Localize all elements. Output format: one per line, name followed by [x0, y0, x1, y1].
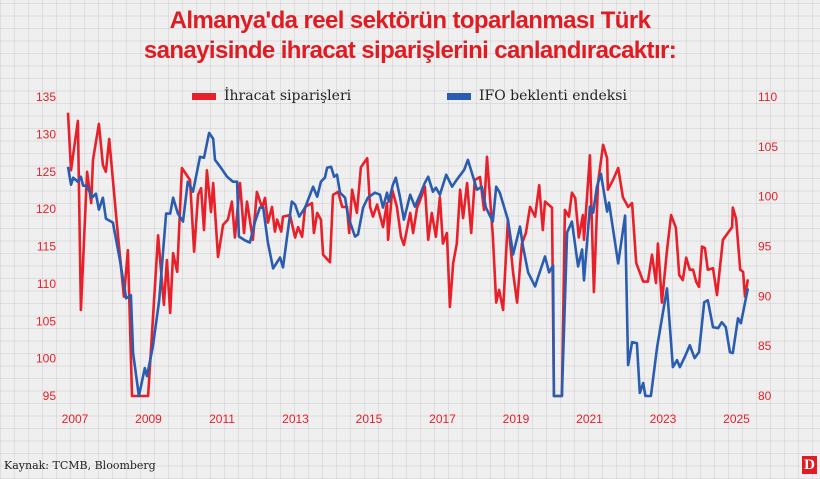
x-tick-label: 2021 [576, 412, 603, 426]
x-tick-label: 2023 [650, 412, 677, 426]
x-tick-label: 2015 [356, 412, 383, 426]
y-left-tick-label: 105 [36, 314, 56, 328]
y-left-tick-label: 100 [36, 352, 56, 366]
x-tick-label: 2013 [282, 412, 309, 426]
legend-label-ihracat: İhracat siparişleri [224, 88, 352, 104]
x-tick-label: 2019 [503, 412, 530, 426]
source-note: Kaynak: TCMB, Bloomberg [4, 459, 156, 472]
y-left-tick-label: 130 [36, 127, 56, 141]
y-right-tick-label: 110 [758, 90, 777, 104]
legend-swatch-red [192, 92, 216, 100]
chart-title-line-1: Almanya'da reel sektörün toparlanması Tü… [169, 7, 651, 34]
y-left-tick-label: 120 [36, 202, 56, 216]
legend-swatch-blue [447, 92, 471, 100]
y-right-tick-label: 90 [758, 289, 772, 303]
legend-item-ihracat: İhracat siparişleri [192, 88, 351, 104]
series-line-ifo [66, 131, 750, 398]
y-left-tick-label: 95 [43, 389, 57, 403]
x-tick-label: 2025 [723, 412, 750, 426]
y-right-tick-label: 80 [758, 389, 772, 403]
y-right-tick-label: 85 [758, 339, 772, 353]
y-right-tick-label: 100 [758, 190, 778, 204]
legend-item-ifo: IFO beklenti endeksi [447, 88, 627, 104]
y-left-tick-label: 115 [37, 240, 56, 254]
y-left-tick-label: 135 [36, 90, 56, 104]
chart-title-line-2: sanayisinde ihracat siparişlerini canlan… [143, 37, 677, 64]
publisher-logo: D [802, 456, 817, 474]
x-tick-label: 2009 [135, 412, 162, 426]
x-tick-label: 2017 [429, 412, 456, 426]
logo-letter: D [804, 457, 815, 473]
x-tick-label: 2011 [209, 412, 235, 426]
y-right-tick-label: 105 [758, 140, 778, 154]
chart-title: Almanya'da reel sektörün toparlanması Tü… [0, 6, 820, 66]
legend-label-ifo: IFO beklenti endeksi [479, 88, 627, 104]
y-right-tick-label: 95 [758, 240, 772, 254]
y-left-tick-label: 110 [37, 277, 56, 291]
x-tick-label: 2007 [62, 412, 89, 426]
y-left-tick-label: 125 [36, 165, 56, 179]
series-line-ihracat [66, 112, 750, 398]
